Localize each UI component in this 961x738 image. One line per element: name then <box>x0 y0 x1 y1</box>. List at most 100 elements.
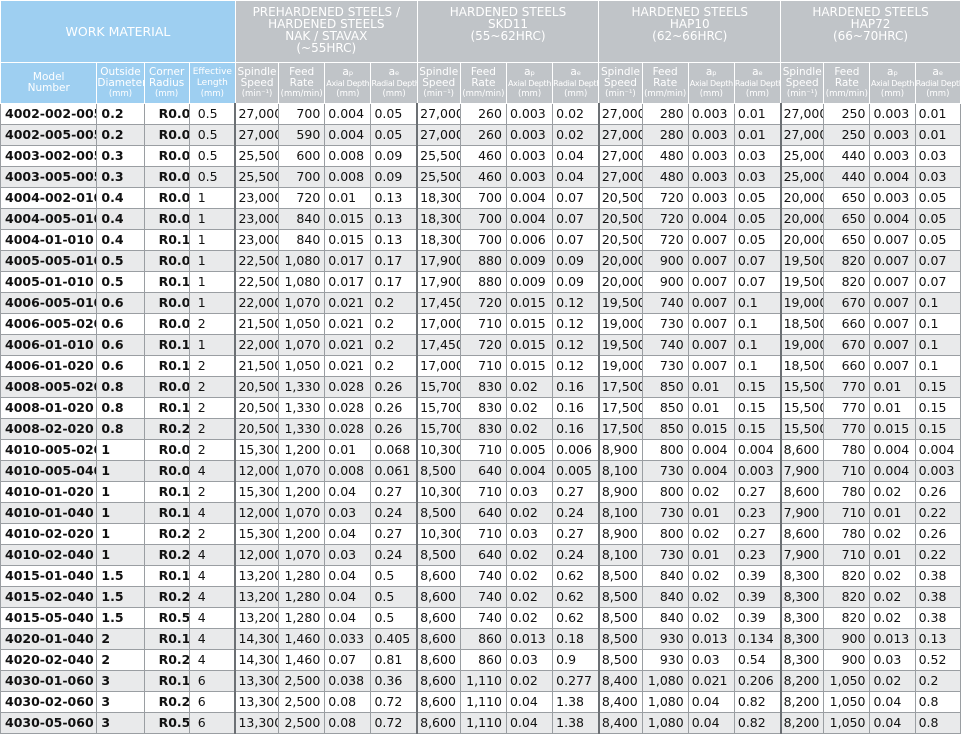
spindle-speed-cell: 18,300 <box>416 187 461 209</box>
axial-depth-cell: 0.004 <box>505 460 554 482</box>
outside-diameter-cell: 0.6 <box>96 313 145 335</box>
radial-depth-cell: 0.05 <box>733 187 782 209</box>
radial-depth-cell: 0.82 <box>733 712 782 734</box>
axial-depth-cell: 0.003 <box>505 166 554 188</box>
outside-diameter-cell: 1 <box>96 439 145 461</box>
spindle-speed-cell: 8,200 <box>779 691 825 713</box>
outside-diameter-cell: 0.5 <box>96 271 145 293</box>
model-number-cell: 4015-01-040 <box>0 565 98 587</box>
table-row: 4008-02-020 0.8 R0.2 2 20,500 1,330 0.028 0.26 1… <box>0 418 961 440</box>
table-row: 4005-01-010 0.5 R0.1 1 22,500 1,080 0.017 0.17 1… <box>0 271 961 293</box>
axial-depth-cell: 0.02 <box>505 565 554 587</box>
effective-length-cell: 4 <box>188 607 236 629</box>
effective-length-cell: 2 <box>188 439 236 461</box>
axial-depth-cell: 0.003 <box>505 103 554 125</box>
corner-radius-cell: R0.02 <box>143 103 190 125</box>
radial-depth-cell: 0.2 <box>370 313 418 335</box>
axial-depth-cell: 0.04 <box>869 712 916 734</box>
radial-depth-cell: 0.82 <box>733 691 782 713</box>
table-row: 4010-01-020 1 R0.1 2 15,300 1,200 0.04 0.27 10,3… <box>0 481 961 503</box>
spindle-speed-cell: 27,000 <box>416 124 461 146</box>
feed-rate-cell: 480 <box>641 166 689 188</box>
radial-depth-cell: 0.22 <box>914 502 961 524</box>
axial-depth-cell: 0.004 <box>324 124 372 146</box>
spindle-speed-cell: 8,500 <box>597 586 643 608</box>
radial-depth-cell: 0.1 <box>733 355 782 377</box>
corner-radius-cell: R0.1 <box>143 565 190 587</box>
axial-depth-cell: 0.02 <box>687 586 735 608</box>
spindle-speed-cell: 27,000 <box>597 145 643 167</box>
axial-depth-header-g2: aₚ Axial Depth (mm) <box>505 62 554 104</box>
spindle-speed-cell: 8,500 <box>597 649 643 671</box>
axial-depth-cell: 0.02 <box>687 565 735 587</box>
feed-rate-cell: 820 <box>823 607 871 629</box>
spindle-speed-cell: 8,300 <box>779 586 825 608</box>
radial-depth-cell: 0.26 <box>914 523 961 545</box>
feed-rate-cell: 700 <box>459 208 507 230</box>
spindle-speed-cell: 7,900 <box>779 544 825 566</box>
model-number-cell: 4010-005-020 <box>0 439 98 461</box>
radial-depth-cell: 0.26 <box>914 481 961 503</box>
radial-depth-cell: 0.38 <box>914 565 961 587</box>
feed-rate-cell: 600 <box>278 145 326 167</box>
spindle-speed-cell: 12,000 <box>234 544 280 566</box>
model-number-cell: 4010-02-020 <box>0 523 98 545</box>
axial-depth-cell: 0.021 <box>687 670 735 692</box>
radial-depth-cell: 0.277 <box>552 670 600 692</box>
feed-rate-cell: 840 <box>278 229 326 251</box>
axial-depth-cell: 0.007 <box>687 334 735 356</box>
radial-depth-cell: 0.09 <box>370 166 418 188</box>
axial-depth-cell: 0.003 <box>869 103 916 125</box>
spindle-speed-cell: 15,300 <box>234 439 280 461</box>
radial-depth-cell: 0.16 <box>552 397 600 419</box>
feed-rate-cell: 1,280 <box>278 565 326 587</box>
radial-depth-cell: 0.04 <box>552 145 600 167</box>
radial-depth-cell: 0.07 <box>552 208 600 230</box>
effective-length-cell: 4 <box>188 460 236 482</box>
feed-rate-cell: 640 <box>459 544 507 566</box>
radial-depth-cell: 0.5 <box>370 607 418 629</box>
axial-depth-cell: 0.003 <box>687 187 735 209</box>
model-number-cell: 4008-01-020 <box>0 397 98 419</box>
axial-depth-cell: 0.003 <box>869 145 916 167</box>
spindle-speed-cell: 21,500 <box>234 313 280 335</box>
radial-depth-cell: 0.12 <box>552 334 600 356</box>
axial-depth-cell: 0.04 <box>324 607 372 629</box>
spindle-speed-cell: 20,000 <box>597 250 643 272</box>
spindle-speed-cell: 19,000 <box>779 334 825 356</box>
spindle-speed-cell: 15,300 <box>234 523 280 545</box>
radial-depth-cell: 0.09 <box>552 250 600 272</box>
spindle-speed-cell: 22,000 <box>234 292 280 314</box>
radial-depth-cell: 0.27 <box>552 481 600 503</box>
radial-depth-cell: 0.068 <box>370 439 418 461</box>
feed-rate-cell: 260 <box>459 124 507 146</box>
corner-radius-cell: R0.05 <box>143 313 190 335</box>
spindle-speed-cell: 27,000 <box>597 124 643 146</box>
feed-rate-cell: 640 <box>459 460 507 482</box>
feed-rate-cell: 880 <box>459 250 507 272</box>
spindle-speed-cell: 8,600 <box>416 586 461 608</box>
axial-depth-cell: 0.02 <box>869 523 916 545</box>
radial-depth-cell: 0.24 <box>370 502 418 524</box>
radial-depth-cell: 0.003 <box>733 460 782 482</box>
axial-depth-cell: 0.017 <box>324 271 372 293</box>
spindle-speed-cell: 15,500 <box>779 397 825 419</box>
axial-depth-cell: 0.013 <box>869 628 916 650</box>
model-number-cell: 4010-01-020 <box>0 481 98 503</box>
radial-depth-cell: 0.24 <box>552 544 600 566</box>
axial-depth-cell: 0.009 <box>505 271 554 293</box>
feed-rate-cell: 1,080 <box>641 691 689 713</box>
corner-radius-cell: R0.2 <box>143 523 190 545</box>
corner-radius-cell: R0.1 <box>143 481 190 503</box>
feed-rate-cell: 660 <box>823 355 871 377</box>
spindle-speed-cell: 19,500 <box>779 250 825 272</box>
effective-length-cell: 2 <box>188 355 236 377</box>
outside-diameter-cell: 0.6 <box>96 292 145 314</box>
work-material-header: WORK MATERIAL <box>0 0 236 63</box>
outside-diameter-cell: 0.3 <box>96 145 145 167</box>
effective-length-cell: 4 <box>188 628 236 650</box>
corner-radius-cell: R0.2 <box>143 691 190 713</box>
axial-depth-cell: 0.007 <box>869 250 916 272</box>
spindle-speed-cell: 10,300 <box>416 523 461 545</box>
